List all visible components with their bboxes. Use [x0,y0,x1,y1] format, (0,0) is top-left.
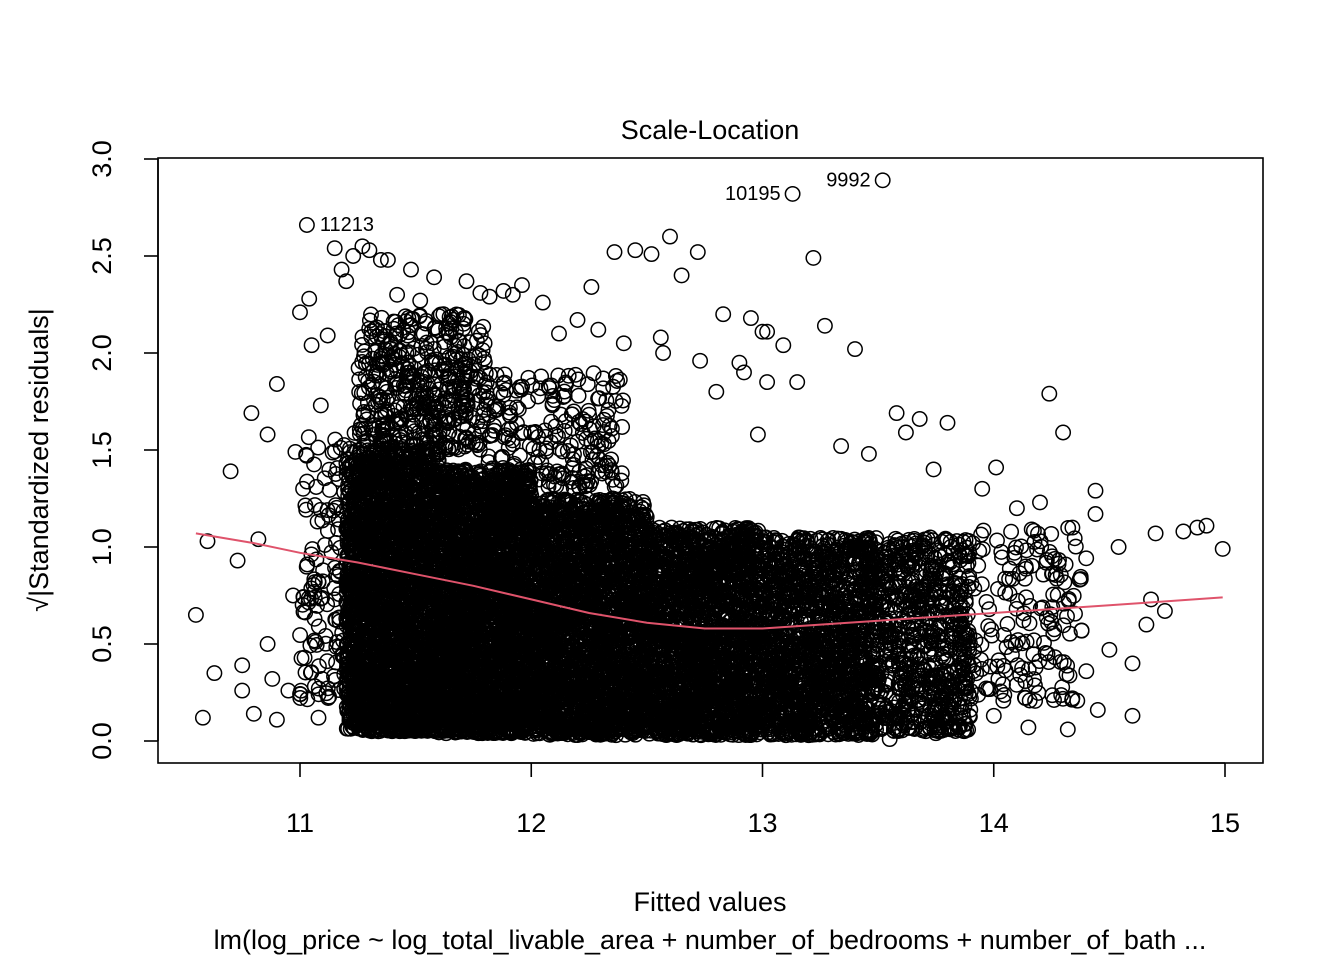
chart-title: Scale-Location [621,115,800,145]
data-points [187,172,1231,748]
